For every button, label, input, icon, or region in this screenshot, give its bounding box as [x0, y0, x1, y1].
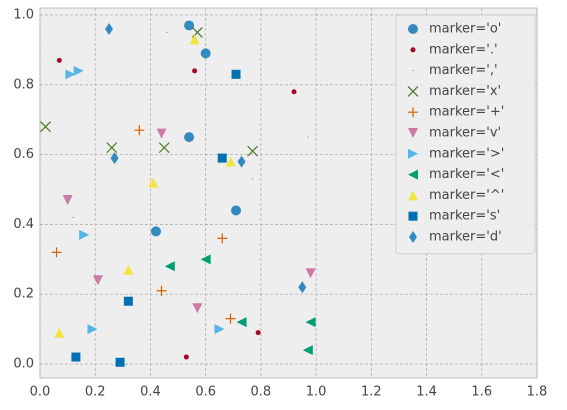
point — [247, 145, 259, 157]
point — [225, 156, 236, 167]
point — [225, 313, 236, 324]
point — [236, 317, 247, 328]
y-tick-label: 0.4 — [13, 217, 34, 232]
point — [92, 275, 103, 286]
y-tick-label: 0.6 — [13, 147, 34, 162]
point — [307, 136, 309, 138]
point — [40, 121, 51, 133]
x-tick-label: 1.6 — [471, 385, 492, 400]
legend-label: marker='>' — [429, 146, 504, 161]
point — [189, 34, 200, 45]
point — [192, 68, 198, 74]
marks — [40, 20, 316, 367]
legend-marker — [412, 70, 414, 72]
point — [150, 226, 161, 237]
legend-label: marker='x' — [429, 84, 501, 99]
legend-label: marker='^' — [429, 188, 504, 203]
point — [123, 296, 133, 306]
legend-marker — [408, 107, 418, 118]
point — [291, 89, 297, 95]
legend-label: marker=',' — [429, 63, 498, 78]
point — [54, 327, 65, 338]
point — [217, 153, 227, 163]
legend-label: marker='o' — [429, 22, 501, 37]
point — [200, 48, 211, 59]
point — [56, 57, 62, 63]
point — [184, 20, 195, 31]
point — [134, 125, 145, 136]
x-tick-label: 1.0 — [306, 385, 327, 400]
x-tick-label: 1.8 — [527, 385, 548, 400]
point — [192, 303, 203, 314]
legend-label: marker='.' — [429, 42, 498, 57]
point — [79, 229, 90, 240]
legend-box — [395, 14, 536, 255]
point — [184, 132, 195, 143]
point — [71, 352, 81, 362]
legend-marker — [409, 231, 417, 243]
legend: marker='o' marker='.' marker=',' marker='x'… — [395, 14, 536, 255]
point — [305, 317, 316, 328]
point — [183, 354, 189, 360]
point — [164, 261, 175, 272]
legend-marker — [407, 85, 419, 97]
x-tick-label: 0.2 — [85, 385, 106, 400]
point — [115, 357, 125, 367]
x-tick-label: 1.4 — [416, 385, 437, 400]
y-tick-label: 0.2 — [13, 287, 34, 302]
point — [252, 178, 254, 180]
point — [110, 152, 119, 165]
point — [231, 205, 242, 216]
legend-marker — [408, 148, 418, 159]
point — [73, 65, 84, 76]
point — [158, 142, 170, 154]
point — [72, 216, 74, 218]
point — [302, 345, 313, 356]
x-tick-label: 0.6 — [195, 385, 216, 400]
point — [156, 128, 167, 139]
legend-label: marker='<' — [429, 167, 504, 182]
legend-marker — [410, 47, 416, 53]
legend-marker — [408, 169, 418, 180]
legend-marker — [408, 211, 418, 221]
y-tick-label: 0.8 — [13, 77, 34, 92]
point — [231, 69, 241, 79]
point — [305, 268, 316, 279]
point — [255, 330, 261, 336]
x-tick-label: 0.4 — [140, 385, 161, 400]
legend-label: marker='v' — [429, 126, 501, 141]
legend-marker — [408, 190, 418, 201]
point — [298, 281, 307, 294]
point — [217, 233, 228, 244]
point — [123, 264, 134, 275]
point — [200, 254, 211, 265]
y-tick-label: 0.0 — [13, 357, 34, 372]
point — [166, 31, 168, 33]
point — [106, 142, 118, 154]
point — [148, 177, 159, 188]
legend-label: marker='+' — [429, 105, 504, 120]
legend-marker — [408, 128, 418, 138]
legend-label: marker='d' — [429, 230, 502, 245]
point — [105, 22, 114, 35]
point — [62, 194, 73, 205]
legend-marker — [408, 24, 418, 34]
y-tick-label: 1.0 — [13, 7, 34, 22]
x-tick-label: 0.0 — [30, 385, 51, 400]
point — [87, 324, 98, 335]
point — [65, 69, 76, 80]
point — [237, 155, 246, 168]
x-tick-label: 1.2 — [361, 385, 382, 400]
legend-label: marker='s' — [429, 209, 500, 224]
point — [156, 285, 167, 296]
x-tick-label: 0.8 — [251, 385, 272, 400]
point — [51, 247, 62, 258]
point — [214, 324, 225, 335]
